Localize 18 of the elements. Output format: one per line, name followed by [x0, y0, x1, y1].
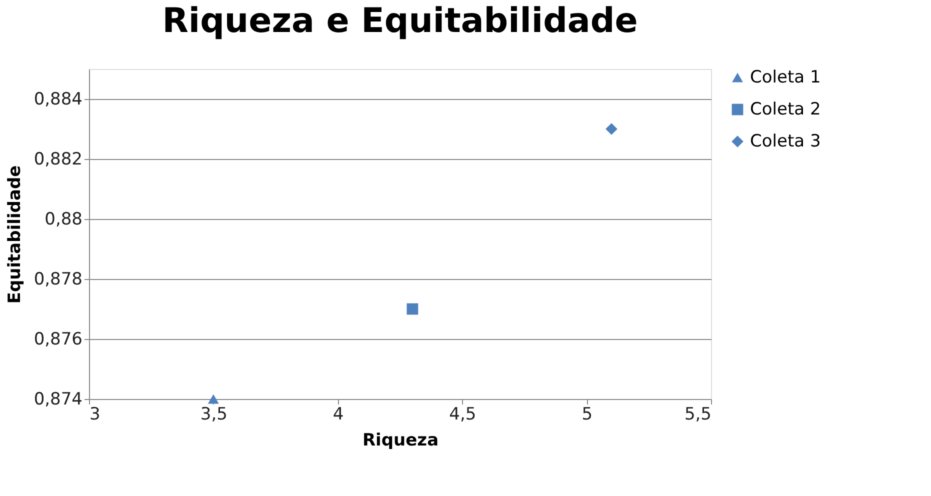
x-axis-title: Riqueza [362, 430, 439, 450]
y-tick-label: 0,878 [34, 270, 82, 290]
y-tick-label: 0,884 [34, 90, 82, 110]
x-tick-label: 3 [90, 404, 100, 424]
legend-label: Coleta 3 [750, 132, 821, 152]
x-tick-label: 4 [332, 404, 344, 424]
x-tick-label: 4,5 [449, 404, 476, 424]
x-tick-label: 5 [582, 404, 593, 424]
x-tick-label: 3,5 [200, 404, 228, 424]
y-axis-title: Equitabilidade [4, 165, 25, 304]
legend-label: Coleta 2 [750, 100, 821, 120]
y-tick-label: 0,874 [34, 390, 82, 410]
y-tick-label: 0,882 [34, 150, 82, 170]
x-tick-label: 5,5 [684, 404, 712, 424]
legend-label: Coleta 1 [750, 68, 821, 88]
y-tick-label: 0,876 [34, 330, 82, 350]
y-tick-label: 0,88 [44, 210, 82, 230]
chart-title: Riqueza e Equitabilidade [162, 1, 638, 41]
